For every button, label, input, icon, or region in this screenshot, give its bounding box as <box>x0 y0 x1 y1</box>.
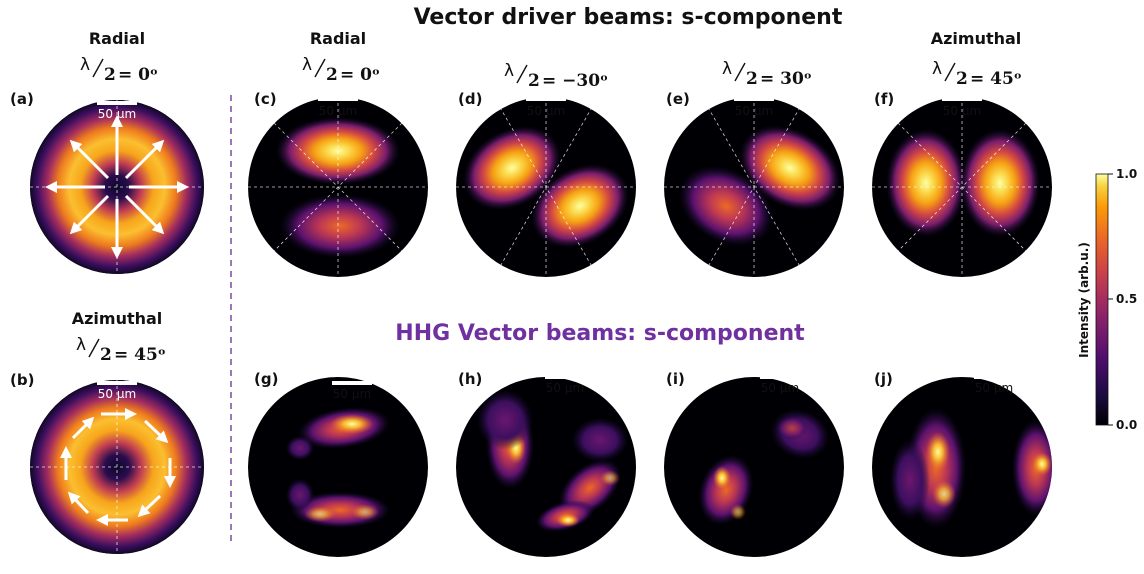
beam-image-e: 50 µm <box>664 97 844 277</box>
azimuthal-arrows <box>60 408 176 526</box>
lambda-divisor: 2 <box>104 65 116 85</box>
panel-label-c: (c) <box>254 90 277 108</box>
scale-label: 50 µm <box>319 104 357 118</box>
lambda-symbol: λ <box>504 61 514 81</box>
scale-bar <box>318 97 358 101</box>
beam-image-f: 50 µm <box>872 97 1052 277</box>
panel-label-d: (d) <box>458 90 482 108</box>
colorbar-tick-min: 0.0 <box>1116 418 1137 432</box>
scale-label: 50 µm <box>98 387 136 401</box>
panel-label-h: (h) <box>458 370 482 388</box>
panel-label-i: (i) <box>666 370 685 388</box>
lambda-label-c: λ 2 = 0ᵒ <box>302 55 380 85</box>
colorbar-tick-mid: 0.5 <box>1116 292 1137 306</box>
hhg-image-h: 50 µm <box>456 375 636 557</box>
angle-value: = −30ᵒ <box>542 71 608 91</box>
colorbar-label: Intensity (arb.u.) <box>1077 242 1091 358</box>
panel-label-g: (g) <box>254 370 278 388</box>
lambda-symbol: λ <box>722 59 732 79</box>
scale-bar <box>545 375 585 379</box>
scale-label: 50 µm <box>735 104 773 118</box>
lambda-divisor: 2 <box>100 345 112 365</box>
hhg-image-g: 50 µm <box>248 377 428 557</box>
lambda-divisor: 2 <box>956 69 968 89</box>
colorbar: 1.0 0.5 0.0 Intensity (arb.u.) <box>1077 167 1137 432</box>
scale-label: 50 µm <box>943 104 981 118</box>
hhg-image-i: 50 µm <box>664 375 844 557</box>
lambda-symbol: λ <box>80 55 90 75</box>
scale-bar <box>974 375 1014 379</box>
angle-value: = 30ᵒ <box>760 69 812 89</box>
panel-label-e: (e) <box>666 90 690 108</box>
beam-image-a: 50 µm <box>30 100 204 274</box>
scale-label: 50 µm <box>527 104 565 118</box>
panel-label-f: (f) <box>874 90 894 108</box>
lambda-symbol: λ <box>932 59 942 79</box>
radial-arrows <box>45 115 189 259</box>
lambda-label-d: λ 2 = −30ᵒ <box>504 61 608 91</box>
angle-value: = 45ᵒ <box>114 345 166 365</box>
lambda-label-a: λ 2 = 0ᵒ <box>80 55 158 85</box>
panel-label-b: (b) <box>10 371 34 389</box>
lambda-divisor: 2 <box>528 71 540 91</box>
column-heading-f: Azimuthal <box>931 29 1022 48</box>
lambda-divisor: 2 <box>326 65 338 85</box>
driver-title: Vector driver beams: s-component <box>414 5 843 30</box>
scale-bar <box>97 101 137 105</box>
lambda-symbol: λ <box>76 335 86 355</box>
lambda-label-f: λ 2 = 45ᵒ <box>932 59 1022 89</box>
scale-bar <box>760 375 800 379</box>
angle-value: = 0ᵒ <box>340 65 380 85</box>
scale-label: 50 µm <box>98 107 136 121</box>
column-heading-c: Radial <box>310 29 366 48</box>
panel-label-a: (a) <box>10 90 34 108</box>
lambda-symbol: λ <box>302 55 312 75</box>
hhg-title: HHG Vector beams: s-component <box>395 321 805 346</box>
hhg-image-j: 50 µm <box>872 375 1052 557</box>
colorbar-gradient <box>1095 173 1109 426</box>
column-heading-b: Azimuthal <box>72 309 163 328</box>
angle-value: = 45ᵒ <box>970 69 1022 89</box>
lambda-label-b: λ 2 = 45ᵒ <box>76 335 166 365</box>
scale-bar <box>942 97 982 101</box>
scale-bar <box>332 381 372 385</box>
angle-value: = 0ᵒ <box>118 65 158 85</box>
panel-label-j: (j) <box>874 370 893 388</box>
scale-label: 50 µm <box>333 387 371 401</box>
column-heading-a: Radial <box>89 29 145 48</box>
scale-label: 50 µm <box>975 381 1013 395</box>
beam-image-c: 50 µm <box>248 97 428 277</box>
scale-label: 50 µm <box>546 381 584 395</box>
lambda-divisor: 2 <box>746 69 758 89</box>
scale-bar <box>97 381 137 385</box>
scale-bar <box>526 97 566 101</box>
lambda-label-e: λ 2 = 30ᵒ <box>722 59 812 89</box>
beam-image-b: 50 µm <box>30 380 204 554</box>
scale-label: 50 µm <box>761 381 799 395</box>
colorbar-tick-max: 1.0 <box>1116 167 1137 181</box>
scale-bar <box>734 97 774 101</box>
beam-image-d: 50 µm <box>456 97 636 277</box>
